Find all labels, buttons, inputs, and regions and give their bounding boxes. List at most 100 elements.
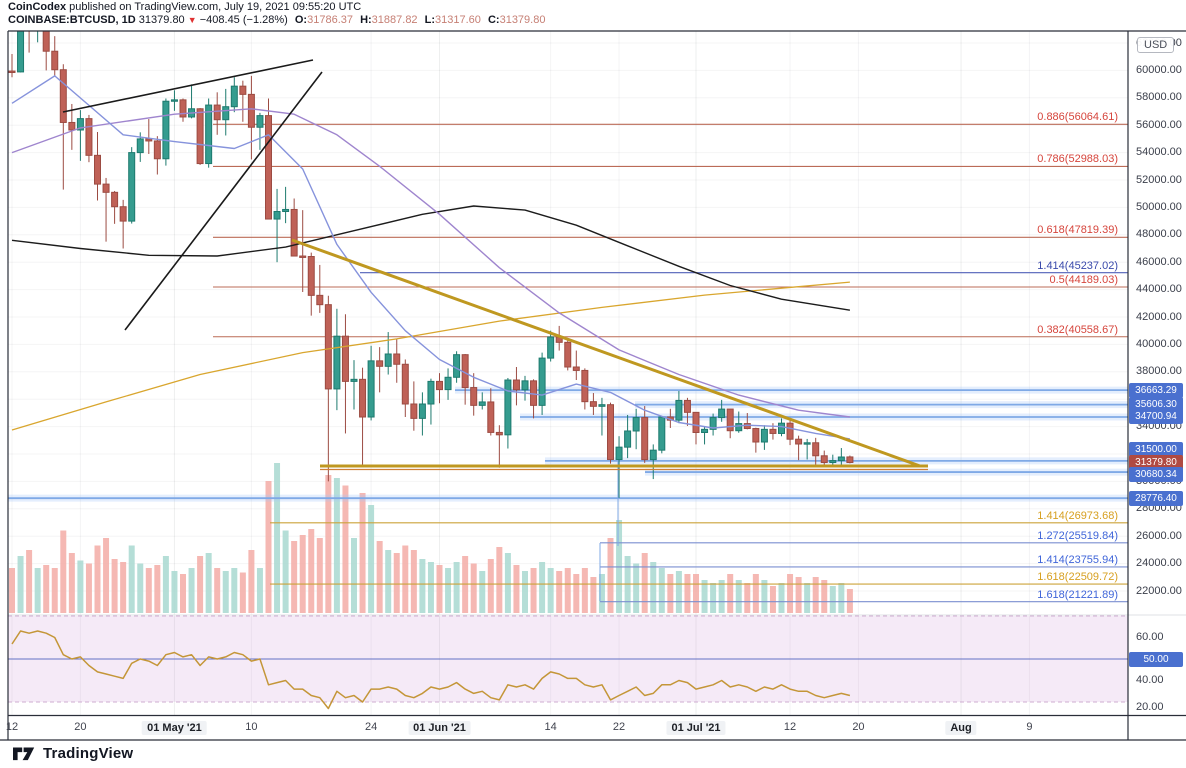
candle bbox=[282, 208, 290, 213]
candle bbox=[547, 336, 555, 359]
candle bbox=[436, 380, 443, 391]
rsi-band-layer bbox=[8, 615, 1128, 703]
candle bbox=[170, 99, 178, 102]
price-badge: 31379.80 bbox=[1129, 454, 1183, 470]
volume-bar bbox=[282, 530, 289, 613]
candle bbox=[341, 335, 349, 382]
candle bbox=[230, 85, 238, 108]
borders-layer bbox=[0, 30, 1186, 741]
volume-bar bbox=[752, 574, 759, 613]
volume-bar bbox=[436, 565, 443, 613]
volume-bar bbox=[419, 559, 426, 613]
time-tick-label: 14 bbox=[544, 721, 557, 733]
candle bbox=[418, 403, 426, 419]
volume-bar bbox=[351, 538, 357, 613]
volume-bar bbox=[368, 505, 375, 613]
volume-bar bbox=[51, 568, 58, 613]
time-tick-label: 01 Jun '21 bbox=[408, 721, 471, 735]
volume-bar bbox=[162, 556, 169, 613]
candle bbox=[393, 353, 401, 365]
candle bbox=[119, 206, 127, 222]
candle bbox=[265, 115, 272, 220]
candle bbox=[803, 442, 811, 445]
publish-info-line: CoinCodex published on TradingView.com, … bbox=[8, 1, 361, 13]
candle bbox=[316, 294, 324, 306]
candle bbox=[487, 401, 495, 433]
volume-bar bbox=[180, 574, 186, 613]
volume-bar bbox=[804, 583, 811, 613]
price-tick-label: 52000.00 bbox=[1136, 173, 1182, 186]
price-tick-label: 48000.00 bbox=[1136, 228, 1182, 241]
time-tick-label: Aug bbox=[945, 721, 977, 735]
candle bbox=[427, 380, 435, 405]
publish-info-text: published on TradingView.com, July 19, 2… bbox=[66, 1, 362, 13]
volume-bar bbox=[17, 556, 24, 613]
volume-bar bbox=[556, 571, 563, 613]
volume-bar bbox=[68, 553, 75, 613]
volume-bar bbox=[26, 550, 33, 613]
price-tick-label: 54000.00 bbox=[1136, 146, 1182, 159]
volume-bar bbox=[513, 565, 520, 613]
fib-level-label: 1.618(22509.72) bbox=[1037, 571, 1118, 584]
volume-bar bbox=[197, 556, 204, 613]
volume-bar bbox=[393, 553, 400, 613]
candle bbox=[521, 380, 529, 391]
candle bbox=[17, 31, 25, 73]
volume-bar bbox=[188, 568, 195, 613]
candle bbox=[769, 428, 777, 434]
volume-bar bbox=[427, 562, 434, 613]
fib-level-label: 1.618(21221.89) bbox=[1037, 588, 1118, 601]
candle bbox=[307, 256, 315, 296]
candle bbox=[145, 138, 153, 142]
time-tick-label: 9 bbox=[1026, 721, 1033, 733]
tradingview-logo[interactable]: TradingView bbox=[13, 744, 133, 763]
volume-bar bbox=[43, 565, 50, 613]
price-tick-label: 22000.00 bbox=[1136, 584, 1182, 597]
volume-bar bbox=[34, 568, 41, 613]
candle bbox=[179, 99, 187, 118]
fib-level-label: 0.382(40558.67) bbox=[1037, 323, 1118, 336]
currency-badge[interactable]: USD bbox=[1137, 37, 1175, 53]
candle bbox=[760, 428, 768, 443]
volume-bar bbox=[761, 580, 768, 613]
volume-bar bbox=[274, 463, 281, 613]
candle bbox=[829, 460, 837, 463]
symbol-name[interactable]: COINBASE:BTCUSD, 1D bbox=[8, 14, 136, 26]
volume-bar bbox=[641, 553, 648, 613]
down-triangle-icon: ▼ bbox=[187, 15, 197, 25]
volume-bar bbox=[120, 562, 127, 613]
candle bbox=[367, 360, 375, 418]
price-tick-label: 40000.00 bbox=[1136, 337, 1182, 350]
candle bbox=[615, 446, 623, 460]
candle bbox=[153, 140, 161, 160]
time-tick-label: 12 bbox=[783, 721, 797, 733]
candle bbox=[222, 106, 230, 121]
candle bbox=[658, 416, 666, 451]
fib-level-label: 1.414(26973.68) bbox=[1037, 509, 1118, 522]
volume-bar bbox=[650, 562, 657, 613]
price-tick-label: 24000.00 bbox=[1136, 557, 1182, 570]
candle bbox=[111, 191, 119, 208]
volume-bar bbox=[735, 580, 742, 613]
fib-level-label: 0.5(44189.03) bbox=[1049, 274, 1119, 286]
volume-bar bbox=[128, 545, 135, 613]
candles-layer bbox=[8, 31, 854, 498]
moving-averages-layer bbox=[11, 75, 851, 440]
candle bbox=[42, 31, 50, 52]
rsi-tick-label: 40.00 bbox=[1136, 674, 1164, 686]
candle bbox=[495, 431, 503, 436]
volume-bar bbox=[154, 565, 161, 613]
volume-bar bbox=[727, 574, 734, 613]
candle bbox=[598, 404, 606, 407]
volume-bar bbox=[693, 574, 699, 613]
volume-bar bbox=[103, 538, 110, 613]
tradingview-logo-icon bbox=[13, 747, 35, 761]
candle bbox=[641, 417, 649, 461]
time-tick-label: 24 bbox=[364, 721, 378, 733]
candle bbox=[692, 411, 700, 433]
volume-bar bbox=[137, 563, 144, 613]
time-tick-label: 01 May '21 bbox=[142, 721, 207, 735]
time-tick-label: 22 bbox=[612, 721, 626, 733]
volume-bar bbox=[111, 559, 118, 613]
